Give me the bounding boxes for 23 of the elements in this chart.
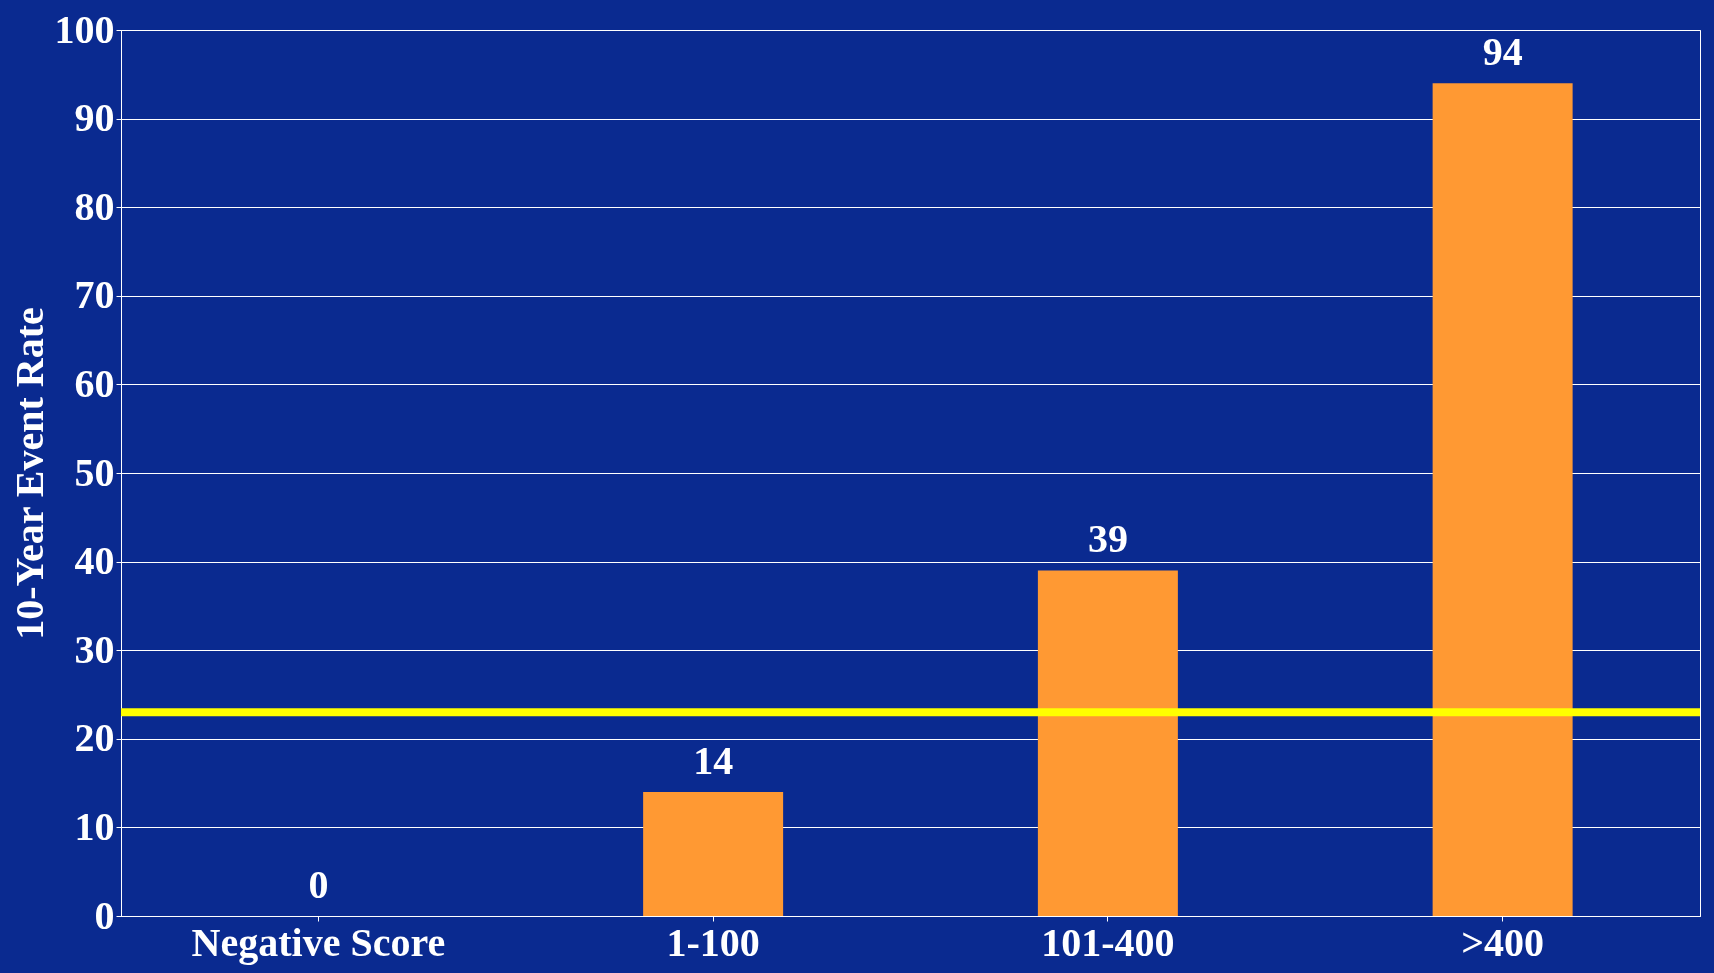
y-tick-label: 90 xyxy=(74,95,115,141)
bar xyxy=(1432,83,1573,916)
y-tick-label: 100 xyxy=(54,6,115,52)
x-tick-label: 1-100 xyxy=(666,919,760,965)
y-tick-label: 60 xyxy=(74,360,115,406)
data-label: 0 xyxy=(308,862,329,907)
x-tick-label: Negative Score xyxy=(191,919,446,965)
y-tick-label: 30 xyxy=(74,626,115,672)
y-tick-label: 50 xyxy=(74,449,115,495)
y-tick-label: 80 xyxy=(74,183,115,229)
data-label: 39 xyxy=(1087,516,1128,562)
x-tick-label: >400 xyxy=(1461,919,1545,965)
y-tick-label: 20 xyxy=(74,715,115,761)
y-tick-label: 70 xyxy=(74,272,115,318)
y-axis-title: 10-Year Event Rate xyxy=(6,307,52,640)
bar xyxy=(643,791,784,916)
data-label: 14 xyxy=(693,737,734,783)
y-tick-label: 10 xyxy=(74,803,115,849)
x-tick-label: 101-400 xyxy=(1041,919,1175,965)
bar xyxy=(1037,570,1178,916)
y-tick-label: 40 xyxy=(74,538,115,584)
data-label: 94 xyxy=(1482,29,1523,75)
y-tick-label: 0 xyxy=(94,892,115,938)
